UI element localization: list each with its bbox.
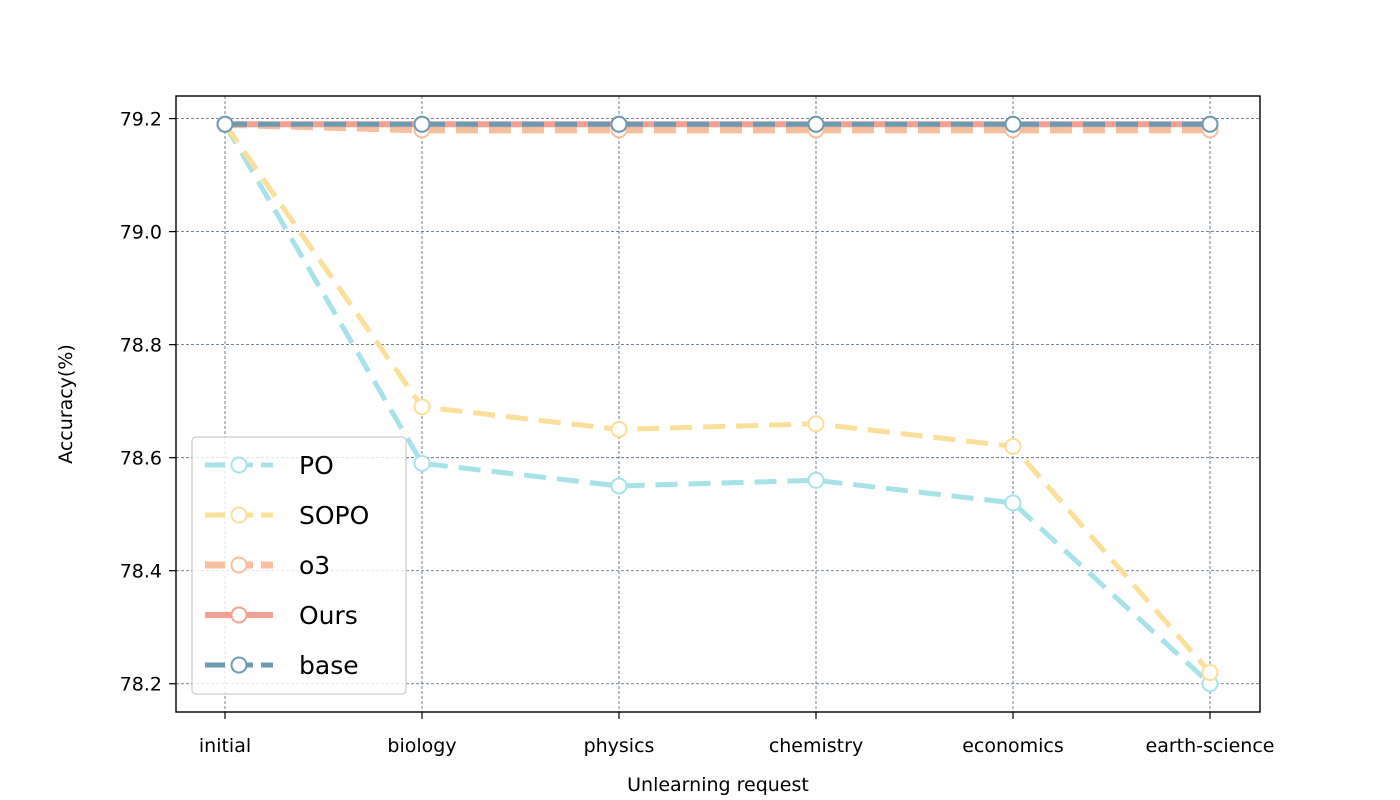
x-axis-label: Unlearning request — [627, 774, 809, 796]
legend-label-sopo: SOPO — [299, 501, 369, 530]
data-point-sopo — [807, 415, 825, 433]
x-tick-label: initial — [199, 735, 251, 757]
data-point-sopo — [1201, 663, 1219, 681]
data-point-base — [1201, 115, 1219, 133]
legend-label-base: base — [299, 651, 359, 680]
legend-label-o3: o3 — [299, 551, 330, 580]
data-point-po — [413, 454, 431, 472]
series-lines — [216, 115, 1219, 693]
y-tick-label: 78.2 — [120, 674, 162, 696]
data-point-sopo — [413, 398, 431, 416]
x-tick-label: physics — [584, 735, 655, 757]
legend-marker-ours — [230, 606, 248, 624]
x-tick-label: chemistry — [769, 735, 863, 757]
series-line-sopo — [222, 122, 1212, 675]
legend: PO SOPO o3 Ours base — [191, 436, 407, 695]
legend-label-ours: Ours — [299, 601, 358, 630]
data-point-base — [216, 115, 234, 133]
x-tick-label: biology — [387, 735, 456, 757]
legend-marker-sopo — [230, 506, 248, 524]
y-axis-label: Accuracy(%) — [55, 344, 77, 464]
y-axis-ticks: 78.2 78.4 78.6 78.8 79.0 79.2 — [120, 109, 176, 696]
data-point-base — [413, 115, 431, 133]
legend-marker-po — [230, 456, 248, 474]
x-axis-ticks: initial biology physics chemistry economics e… — [199, 712, 1275, 757]
x-tick-label: earth-science — [1146, 735, 1275, 757]
series-line-po — [222, 123, 1212, 686]
y-tick-label: 79.0 — [120, 222, 162, 244]
y-tick-label: 78.4 — [120, 561, 162, 583]
y-tick-label: 79.2 — [120, 109, 162, 131]
data-point-base — [1004, 115, 1022, 133]
legend-marker-base — [230, 656, 248, 674]
plot-frame — [175, 95, 1261, 713]
legend-box — [191, 436, 407, 695]
data-point-sopo — [1004, 437, 1022, 455]
x-tick-label: economics — [962, 735, 1064, 757]
data-point-po — [807, 471, 825, 489]
data-point-base — [610, 115, 628, 133]
y-tick-label: 78.6 — [120, 448, 162, 470]
y-tick-label: 78.8 — [120, 335, 162, 357]
data-point-base — [807, 115, 825, 133]
data-point-po — [610, 477, 628, 495]
data-point-po — [1004, 494, 1022, 512]
legend-label-po: PO — [299, 451, 334, 480]
data-point-sopo — [610, 420, 628, 438]
legend-marker-o3 — [230, 556, 248, 574]
